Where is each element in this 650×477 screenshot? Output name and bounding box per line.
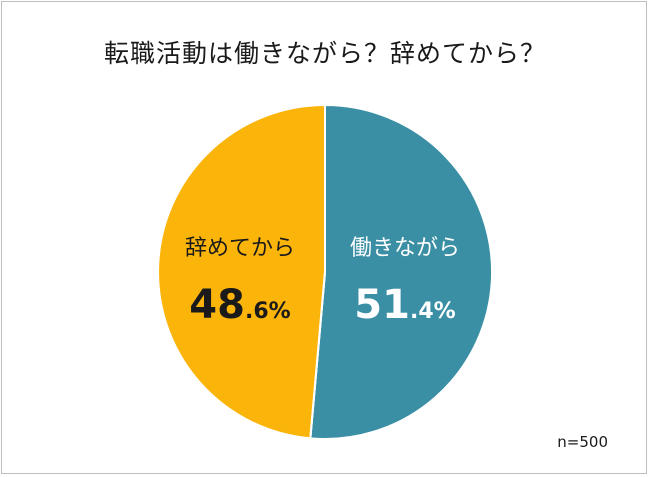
slice-value-working: 51.4% [354, 282, 455, 328]
slice-value-quit-first: 48.6% [189, 282, 290, 328]
sample-size-note: n=500 [557, 433, 608, 451]
pie-slices [157, 103, 494, 440]
chart-title: 転職活動は働きながら？辞めてから？ [103, 39, 546, 68]
slice-value-working-dec: .4% [410, 299, 456, 324]
slice-value-quit-first-int: 48 [189, 282, 245, 328]
slice-value-working-int: 51 [354, 282, 410, 328]
slice-value-quit-first-dec: .6% [245, 299, 291, 324]
slice-label-quit-first: 辞めてから [185, 236, 295, 261]
slice-divider-bottom [309, 271, 326, 439]
pie-slice-quit-first [157, 103, 326, 440]
pie-slice-working [309, 103, 494, 440]
slice-label-working: 働きながら [350, 236, 460, 261]
